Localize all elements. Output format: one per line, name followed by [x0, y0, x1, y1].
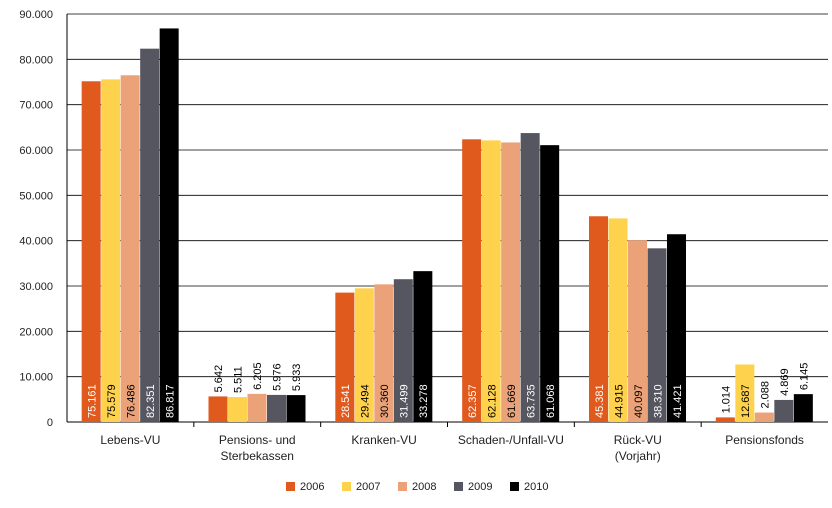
y-tick-label: 0: [47, 417, 53, 429]
x-category-label: Lebens-VU: [100, 433, 160, 447]
data-label: 44.915: [613, 384, 625, 418]
bar-2007: [228, 397, 247, 422]
bar-2006: [208, 396, 228, 422]
legend-label: 2010: [524, 481, 548, 493]
data-label: 45.381: [594, 384, 606, 418]
bar-2010: [793, 394, 813, 422]
legend-label: 2006: [300, 481, 324, 493]
bar-2009: [140, 48, 160, 422]
bar-2010: [540, 145, 560, 423]
data-label: 1.014: [721, 386, 733, 414]
y-tick-label: 90.000: [19, 9, 53, 21]
data-label: 31.499: [399, 384, 411, 418]
data-label: 38.310: [652, 384, 664, 418]
y-tick-label: 70.000: [19, 100, 53, 112]
y-tick-label: 80.000: [19, 54, 53, 66]
legend-swatch-2008: [398, 482, 407, 491]
data-label: 6.205: [252, 362, 264, 390]
y-tick-label: 20.000: [19, 326, 53, 338]
bar-2007: [608, 218, 628, 422]
y-tick-label: 30.000: [19, 281, 53, 293]
legend-label: 2009: [468, 481, 492, 493]
x-category-label: Pensions- und: [219, 433, 296, 447]
legend-label: 2008: [412, 481, 436, 493]
data-label: 41.421: [672, 384, 684, 418]
bar-2008: [247, 393, 267, 422]
data-label: 2.088: [760, 381, 772, 409]
x-category-label: Sterbekassen: [221, 449, 294, 463]
bar-2009: [393, 279, 413, 422]
x-category-label: Schaden-/Unfall-VU: [458, 433, 564, 447]
bar-2006: [589, 216, 608, 422]
bar-2008: [120, 75, 140, 423]
bar-2009: [267, 394, 286, 422]
bar-2010: [667, 234, 686, 422]
legend-swatch-2010: [510, 482, 519, 491]
x-category-label: Rück-VU: [614, 433, 662, 447]
bar-2010: [413, 271, 433, 422]
bar-2008: [374, 284, 394, 422]
x-category-label: Pensionsfonds: [725, 433, 804, 447]
data-label: 6.145: [799, 363, 811, 391]
data-label: 62.128: [486, 384, 498, 418]
bar-2008: [501, 142, 521, 422]
legend-swatch-2006: [286, 482, 295, 491]
data-label: 86.817: [164, 384, 176, 418]
legend-label: 2007: [356, 481, 380, 493]
data-label: 33.278: [418, 384, 430, 418]
data-label: 61.068: [545, 384, 557, 418]
y-tick-label: 50.000: [19, 190, 53, 202]
bar-2008: [754, 412, 774, 422]
legend-swatch-2009: [454, 482, 463, 491]
bar-2007: [101, 79, 121, 423]
bar-2010: [286, 395, 306, 422]
data-label: 62.357: [467, 384, 479, 418]
bar-2007: [354, 288, 374, 422]
data-label: 63.735: [525, 384, 537, 418]
bar-2007: [735, 364, 755, 422]
bar-2006: [335, 292, 355, 422]
data-label: 61.669: [506, 384, 518, 418]
data-label: 5.511: [233, 366, 245, 393]
bar-2009: [647, 248, 667, 422]
y-tick-label: 10.000: [19, 372, 53, 384]
bar-2007: [481, 140, 501, 422]
y-tick-label: 60.000: [19, 145, 53, 157]
data-label: 82.351: [145, 384, 157, 418]
data-label: 5.933: [291, 364, 303, 392]
bar-2006: [81, 81, 101, 422]
data-label: 75.579: [106, 384, 118, 418]
data-label: 28.541: [340, 384, 352, 418]
x-category-label: (Vorjahr): [615, 449, 661, 463]
bar-2008: [628, 240, 647, 422]
bar-2009: [520, 133, 540, 422]
bar-2009: [774, 399, 794, 422]
data-label: 4.869: [779, 368, 791, 396]
data-label: 5.642: [213, 365, 225, 393]
legend-swatch-2007: [342, 482, 351, 491]
data-label: 75.161: [86, 384, 98, 418]
data-label: 30.360: [379, 384, 391, 418]
y-tick-label: 40.000: [19, 236, 53, 248]
bar-2010: [159, 28, 179, 423]
data-label: 5.976: [272, 363, 284, 391]
bar-2006: [715, 417, 735, 422]
data-label: 29.494: [360, 384, 372, 418]
x-category-label: Kranken-VU: [351, 433, 416, 447]
data-label: 76.486: [125, 384, 137, 418]
bar-2006: [462, 139, 482, 422]
data-label: 40.097: [633, 384, 645, 418]
data-label: 12.687: [740, 384, 752, 418]
